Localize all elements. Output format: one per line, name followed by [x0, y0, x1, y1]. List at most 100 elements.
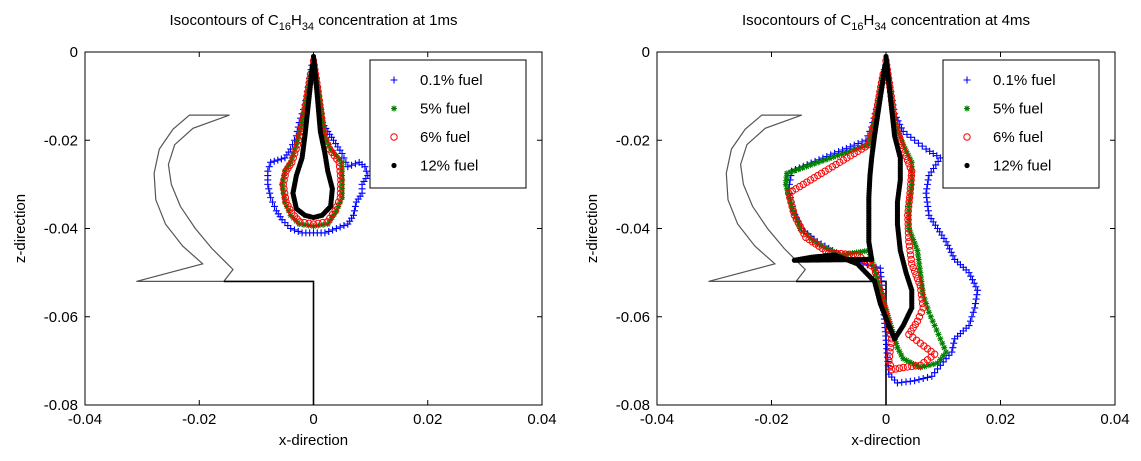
data-point	[906, 163, 915, 172]
data-point	[326, 214, 334, 222]
legend-marker	[963, 133, 971, 141]
chart-panel-1: Isocontours of C16H34 concentration at 1…	[12, 12, 557, 449]
data-point	[933, 326, 940, 333]
data-point	[783, 185, 790, 192]
data-point	[321, 132, 328, 139]
data-point	[302, 97, 309, 104]
data-point	[348, 161, 356, 169]
legend-marker	[390, 76, 398, 84]
legend-marker	[390, 133, 398, 141]
data-point	[861, 248, 868, 255]
legend-label: 12% fuel	[420, 158, 478, 175]
data-point	[909, 263, 917, 272]
data-point	[795, 182, 804, 191]
legend-label: 5% fuel	[420, 101, 470, 118]
data-point	[795, 221, 802, 228]
data-point	[911, 136, 919, 144]
data-point	[927, 313, 934, 320]
data-point	[284, 202, 292, 210]
data-point	[919, 304, 927, 312]
data-point	[968, 313, 976, 321]
wall-outline	[223, 280, 315, 405]
data-point	[925, 172, 933, 180]
data-point	[850, 141, 858, 149]
data-point	[336, 223, 344, 231]
data-point	[333, 202, 341, 211]
data-point	[907, 255, 915, 264]
data-point	[788, 203, 795, 210]
data-point	[877, 288, 884, 295]
data-point	[319, 110, 326, 117]
data-point	[910, 267, 919, 275]
data-point	[907, 194, 914, 201]
data-point	[281, 199, 288, 206]
data-point	[832, 160, 840, 169]
data-point	[907, 229, 914, 236]
data-point	[301, 106, 308, 113]
data-point	[907, 171, 916, 180]
data-point	[283, 203, 290, 210]
data-point	[934, 365, 942, 373]
data-point	[792, 185, 800, 193]
data-point	[794, 218, 802, 227]
data-point	[339, 185, 346, 192]
data-point	[826, 155, 833, 162]
data-point	[806, 176, 815, 184]
data-point	[299, 115, 306, 122]
data-point	[800, 228, 807, 235]
data-point	[791, 167, 798, 174]
data-point	[920, 291, 927, 298]
data-point	[886, 361, 894, 369]
data-point	[885, 352, 894, 361]
data-point	[875, 279, 882, 286]
data-point	[329, 226, 337, 234]
data-point	[846, 148, 853, 155]
data-point	[339, 172, 346, 179]
data-point	[903, 156, 912, 164]
legend-label: 5% fuel	[993, 101, 1043, 118]
data-point	[905, 160, 913, 168]
data-point	[331, 207, 339, 215]
data-point	[857, 248, 864, 255]
data-point	[336, 171, 345, 180]
data-point	[932, 161, 940, 169]
data-point	[300, 110, 307, 117]
data-point	[788, 202, 796, 211]
data-point	[904, 229, 913, 237]
data-point	[787, 168, 794, 175]
title-suffix: concentration at 1ms	[314, 12, 457, 29]
data-point	[267, 158, 275, 166]
y-tick-label: -0.04	[616, 221, 650, 238]
data-point	[880, 296, 887, 303]
data-point	[264, 167, 272, 175]
title-sub2: 34	[302, 21, 314, 33]
x-axis-label: x-direction	[851, 432, 920, 449]
data-point	[796, 222, 804, 230]
data-point	[798, 226, 806, 234]
data-point	[784, 189, 793, 197]
data-point	[905, 152, 912, 159]
data-point	[315, 222, 322, 229]
data-point	[811, 160, 818, 167]
data-point	[319, 115, 326, 122]
data-point	[351, 202, 359, 210]
data-point	[344, 163, 352, 171]
data-point	[882, 62, 888, 68]
data-point	[870, 263, 877, 270]
legend: 0.1% fuel 5% fuel 6% fuel 12% fuel	[369, 59, 527, 189]
legend-label: 0.1% fuel	[993, 72, 1056, 89]
data-point	[893, 340, 900, 347]
data-point	[861, 143, 868, 150]
x-axis-label: x-direction	[279, 432, 348, 449]
data-point	[967, 272, 975, 280]
data-point	[336, 193, 345, 202]
data-point	[325, 227, 333, 235]
data-point	[293, 141, 300, 148]
data-point	[908, 181, 915, 188]
data-point	[789, 207, 797, 215]
data-point	[930, 361, 937, 368]
data-point	[300, 218, 309, 227]
data-point	[918, 142, 926, 150]
data-point	[943, 349, 950, 356]
data-point	[934, 157, 942, 165]
